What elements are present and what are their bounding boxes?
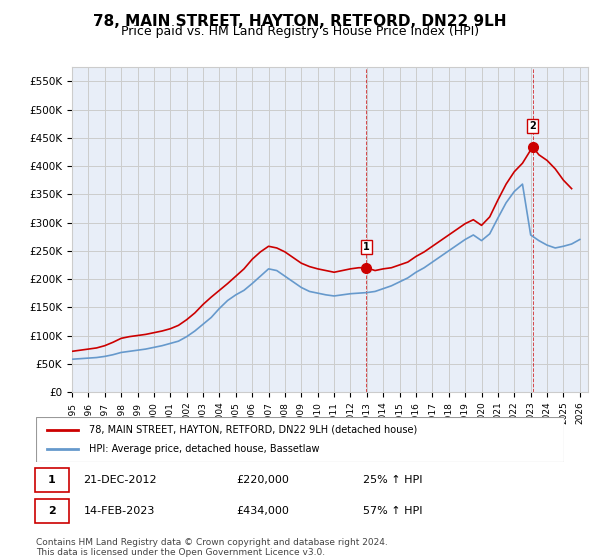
Text: 78, MAIN STREET, HAYTON, RETFORD, DN22 9LH: 78, MAIN STREET, HAYTON, RETFORD, DN22 9… [93,14,507,29]
Text: 1: 1 [48,475,56,485]
Text: 2: 2 [48,506,56,516]
Text: £220,000: £220,000 [236,475,290,485]
Text: £434,000: £434,000 [236,506,290,516]
Text: Price paid vs. HM Land Registry's House Price Index (HPI): Price paid vs. HM Land Registry's House … [121,25,479,38]
FancyBboxPatch shape [35,469,69,492]
Text: Contains HM Land Registry data © Crown copyright and database right 2024.
This d: Contains HM Land Registry data © Crown c… [36,538,388,557]
Text: 2: 2 [529,121,536,131]
Text: 21-DEC-2012: 21-DEC-2012 [83,475,157,485]
Text: 14-FEB-2023: 14-FEB-2023 [83,506,155,516]
Text: 25% ↑ HPI: 25% ↑ HPI [364,475,423,485]
FancyBboxPatch shape [36,417,564,462]
Text: HPI: Average price, detached house, Bassetlaw: HPI: Average price, detached house, Bass… [89,445,319,455]
Text: 78, MAIN STREET, HAYTON, RETFORD, DN22 9LH (detached house): 78, MAIN STREET, HAYTON, RETFORD, DN22 9… [89,424,417,435]
FancyBboxPatch shape [35,500,69,522]
Text: 57% ↑ HPI: 57% ↑ HPI [364,506,423,516]
Text: 1: 1 [363,242,370,252]
